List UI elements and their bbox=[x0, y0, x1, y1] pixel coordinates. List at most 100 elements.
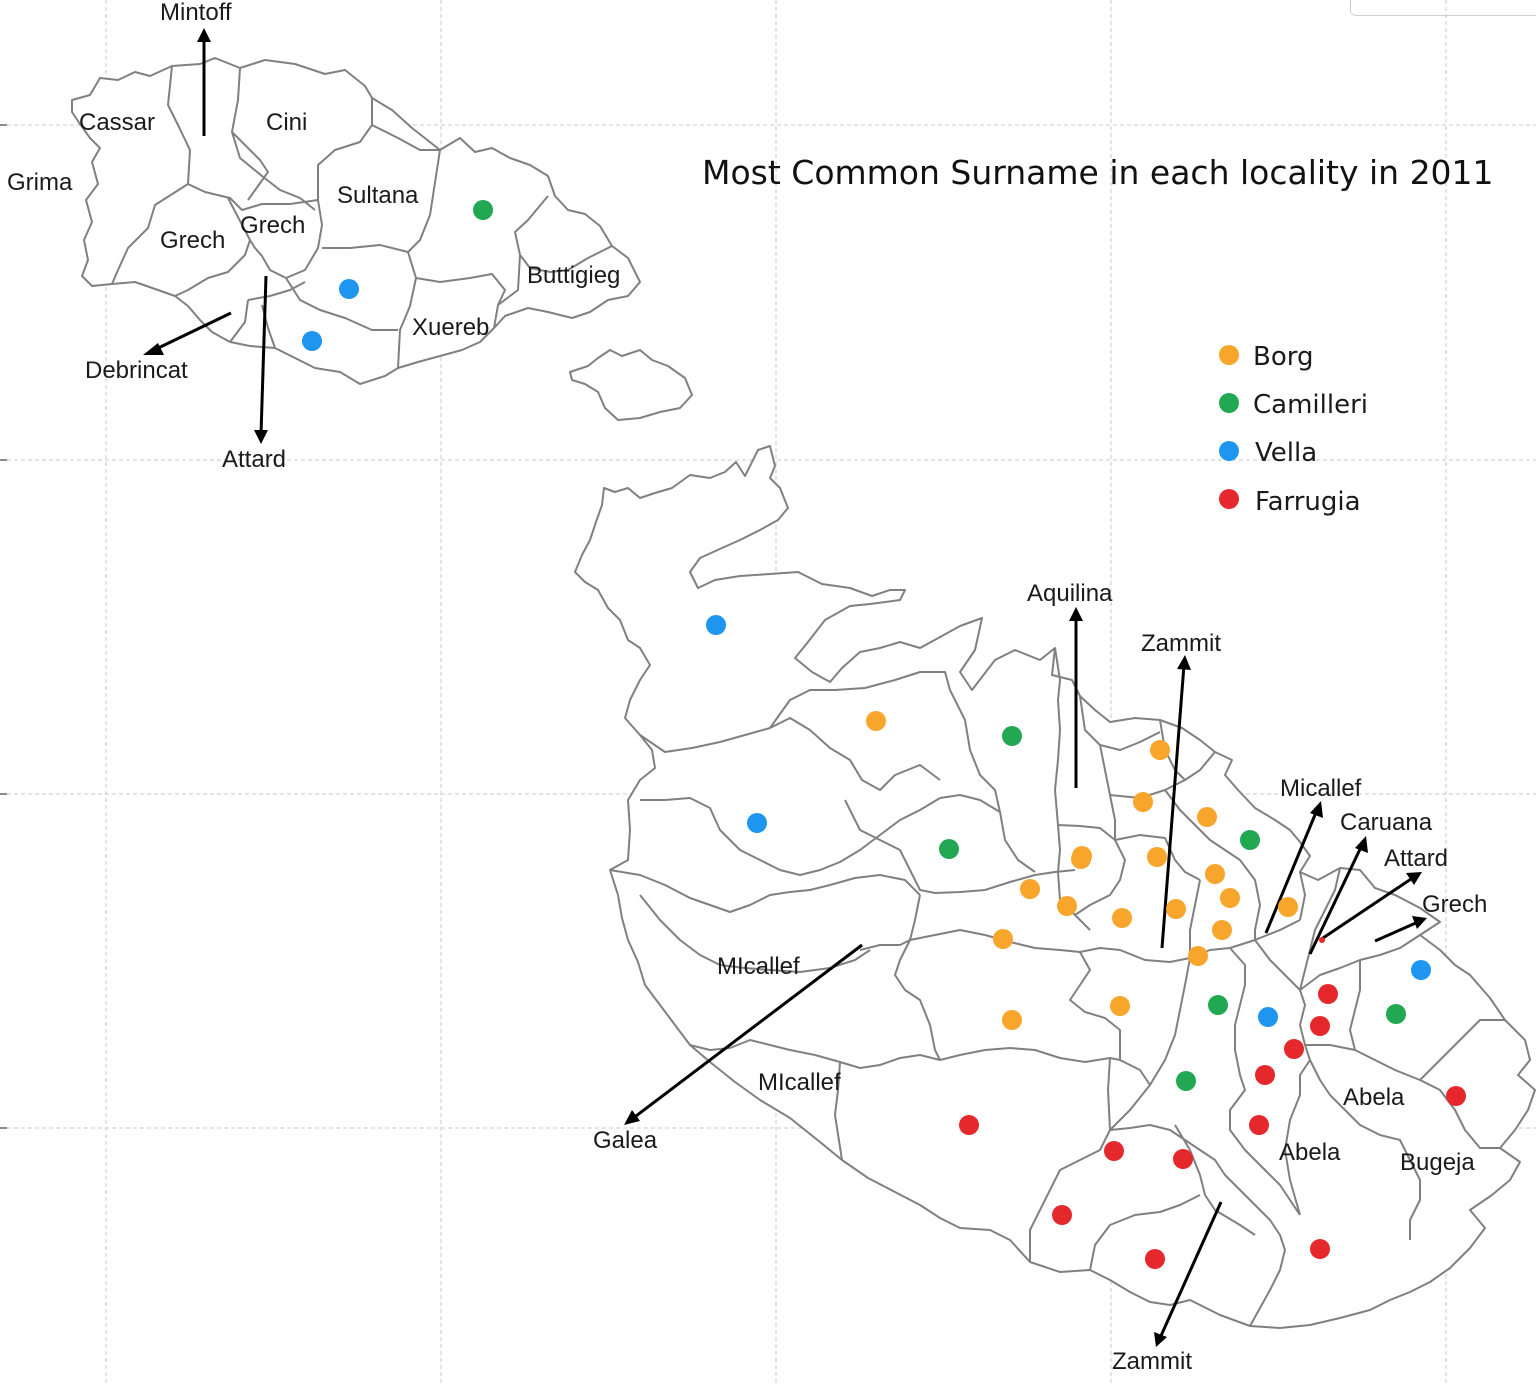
marker-borg-17 bbox=[1002, 1010, 1022, 1030]
legend-swatch-vella bbox=[1219, 441, 1239, 461]
label-sultana: Sultana bbox=[337, 182, 419, 209]
marker-borg-5 bbox=[1147, 847, 1167, 867]
marker-vella-1 bbox=[302, 331, 322, 351]
label-galea: Galea bbox=[593, 1127, 658, 1154]
marker-borg-3 bbox=[1197, 807, 1217, 827]
marker-farrugia-11 bbox=[1310, 1239, 1330, 1259]
arrow-attard-gozo bbox=[259, 275, 268, 435]
marker-farrugia-6 bbox=[1249, 1115, 1269, 1135]
marker-borg-13 bbox=[1212, 920, 1232, 940]
marker-farrugia-9 bbox=[1052, 1205, 1072, 1225]
marker-borg-10 bbox=[1112, 908, 1132, 928]
marker-camilleri-3 bbox=[1240, 830, 1260, 850]
arrow-grech-malta bbox=[1374, 920, 1419, 943]
marker-farrugia-2 bbox=[1284, 1039, 1304, 1059]
marker-farrugia-4 bbox=[1446, 1086, 1466, 1106]
label-zammit-bottom: Zammit bbox=[1112, 1348, 1192, 1375]
malta-labels: Aquilina Zammit Micallef Caruana Attard … bbox=[593, 580, 1487, 1375]
label-grech-malta: Grech bbox=[1422, 891, 1487, 918]
legend-label-camilleri: Camilleri bbox=[1253, 390, 1368, 420]
label-caruana: Caruana bbox=[1340, 809, 1433, 836]
legend: Borg Camilleri Vella Farrugia bbox=[1219, 342, 1368, 517]
legend-swatch-farrugia bbox=[1219, 489, 1239, 509]
marker-farrugia-0 bbox=[1318, 984, 1338, 1004]
marker-camilleri-2 bbox=[939, 839, 959, 859]
label-grech-gozo-lower: Grech bbox=[160, 227, 225, 254]
gozo-island bbox=[71, 57, 693, 421]
marker-borg-9 bbox=[1057, 896, 1077, 916]
arrow-zammit-bottom bbox=[1158, 1201, 1223, 1339]
arrow-micallef-right bbox=[1264, 809, 1319, 934]
malta-borders bbox=[609, 647, 1505, 1327]
marker-borg-18 bbox=[1071, 849, 1091, 869]
legend-label-borg: Borg bbox=[1253, 342, 1313, 372]
marker-farrugia-5 bbox=[959, 1115, 979, 1135]
legend-label-vella: Vella bbox=[1255, 438, 1317, 468]
marker-camilleri-1 bbox=[1002, 726, 1022, 746]
marker-borg-6 bbox=[1205, 864, 1225, 884]
marker-camilleri-5 bbox=[1386, 1004, 1406, 1024]
legend-swatch-borg bbox=[1219, 345, 1239, 365]
label-micallef-west: MIcallef bbox=[717, 953, 800, 980]
label-mintoff: Mintoff bbox=[160, 0, 232, 26]
marker-camilleri-0 bbox=[473, 200, 493, 220]
label-abela-east: Abela bbox=[1343, 1084, 1405, 1111]
label-micallef-south: MIcallef bbox=[758, 1069, 841, 1096]
marker-farrugia-8 bbox=[1173, 1149, 1193, 1169]
label-abela-south: Abela bbox=[1279, 1139, 1341, 1166]
label-grima: Grima bbox=[7, 169, 73, 196]
marker-vella-3 bbox=[747, 813, 767, 833]
label-debrincat: Debrincat bbox=[85, 357, 188, 384]
marker-borg-0 bbox=[866, 711, 886, 731]
label-xuereb: Xuereb bbox=[412, 314, 489, 341]
marker-borg-2 bbox=[1133, 792, 1153, 812]
label-attard-malta: Attard bbox=[1384, 845, 1448, 872]
marker-vella-5 bbox=[1258, 1007, 1278, 1027]
arrow-zammit-top bbox=[1160, 664, 1186, 949]
marker-camilleri-6 bbox=[1176, 1071, 1196, 1091]
label-buttigieg: Buttigieg bbox=[527, 262, 620, 289]
marker-vella-2 bbox=[706, 615, 726, 635]
legend-swatch-camilleri bbox=[1219, 393, 1239, 413]
arrow-debrincat bbox=[151, 311, 232, 353]
marker-borg-12 bbox=[1278, 897, 1298, 917]
marker-borg-16 bbox=[1110, 996, 1130, 1016]
marker-farrugia-3 bbox=[1255, 1065, 1275, 1085]
gozo-outline bbox=[71, 57, 641, 385]
locality-markers bbox=[302, 200, 1466, 1269]
corner-widget-box bbox=[1350, 0, 1536, 16]
marker-borg-8 bbox=[1220, 888, 1240, 908]
gozo-labels: Mintoff Cassar Cini Grima Sultana Grech … bbox=[7, 0, 620, 473]
leader-arrows bbox=[143, 28, 1427, 1347]
arrow-attard-malta bbox=[1319, 875, 1415, 942]
marker-camilleri-4 bbox=[1208, 995, 1228, 1015]
label-micallef-right: Micallef bbox=[1280, 775, 1362, 802]
comino-island bbox=[569, 349, 693, 421]
arrow-galea bbox=[631, 943, 863, 1121]
marker-farrugia-1 bbox=[1310, 1016, 1330, 1036]
label-bugeja: Bugeja bbox=[1400, 1149, 1475, 1176]
tiny-marker bbox=[1319, 937, 1325, 943]
label-attard-gozo: Attard bbox=[222, 446, 286, 473]
marker-vella-4 bbox=[1411, 960, 1431, 980]
arrow-caruana bbox=[1308, 844, 1364, 955]
marker-borg-1 bbox=[1150, 740, 1170, 760]
label-cini: Cini bbox=[266, 109, 307, 136]
label-grech-gozo-upper: Grech bbox=[240, 212, 305, 239]
malta-island bbox=[574, 445, 1536, 1329]
map-title: Most Common Surname in each locality in … bbox=[702, 153, 1494, 192]
malta-outline bbox=[574, 445, 1536, 1329]
marker-borg-14 bbox=[993, 929, 1013, 949]
label-aquilina: Aquilina bbox=[1027, 580, 1113, 607]
marker-farrugia-7 bbox=[1104, 1141, 1124, 1161]
label-cassar: Cassar bbox=[79, 109, 155, 136]
marker-farrugia-10 bbox=[1145, 1249, 1165, 1269]
label-zammit-top: Zammit bbox=[1141, 630, 1221, 657]
marker-borg-15 bbox=[1188, 946, 1208, 966]
marker-borg-11 bbox=[1166, 899, 1186, 919]
legend-label-farrugia: Farrugia bbox=[1255, 487, 1361, 517]
marker-borg-7 bbox=[1020, 879, 1040, 899]
gozo-borders bbox=[111, 65, 613, 369]
marker-vella-0 bbox=[339, 279, 359, 299]
